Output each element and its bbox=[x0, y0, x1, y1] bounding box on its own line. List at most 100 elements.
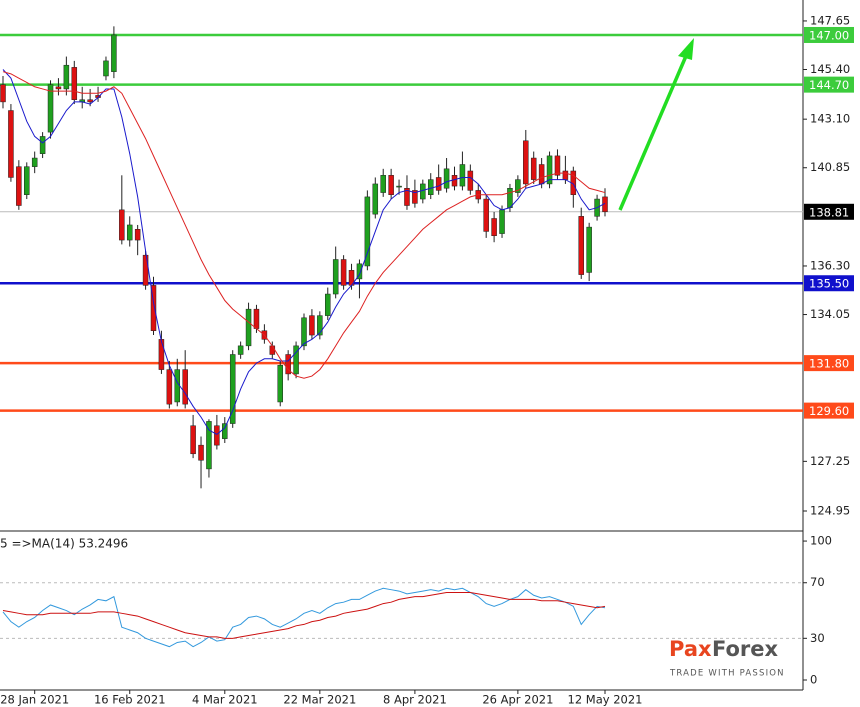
logo-brand: Forex bbox=[712, 637, 779, 661]
moving-average bbox=[2, 71, 606, 379]
candle-body bbox=[16, 166, 22, 206]
y-tick-label: 136.30 bbox=[810, 258, 850, 272]
y-tick-label: 30 bbox=[810, 631, 825, 645]
y-tick-label: 127.25 bbox=[810, 454, 850, 468]
x-tick-label: 12 May 2021 bbox=[568, 693, 643, 707]
candle-body bbox=[39, 136, 46, 154]
candle-body bbox=[451, 175, 458, 187]
candle-body bbox=[546, 155, 553, 185]
candle-body bbox=[214, 425, 220, 446]
candle-body bbox=[111, 34, 117, 72]
price-tag bbox=[804, 203, 854, 220]
candle-body bbox=[198, 444, 204, 461]
candle-body bbox=[396, 185, 402, 188]
candle-body bbox=[459, 164, 466, 187]
candle-body bbox=[71, 67, 78, 100]
candle-body bbox=[507, 188, 513, 208]
level-label: 144.70 bbox=[809, 78, 849, 92]
candle-body bbox=[134, 229, 141, 241]
x-tick-label: 8 Apr 2021 bbox=[383, 693, 447, 707]
candle-body bbox=[499, 209, 505, 234]
candle-body bbox=[229, 354, 236, 424]
level-tag bbox=[804, 402, 854, 419]
candle-body bbox=[404, 188, 410, 206]
candle-body bbox=[356, 263, 363, 280]
candle-body bbox=[158, 339, 165, 370]
candle-body bbox=[523, 140, 529, 185]
y-tick-label: 140.85 bbox=[810, 160, 850, 174]
candle-body bbox=[586, 226, 592, 273]
candle-body bbox=[554, 155, 561, 176]
candle-body bbox=[63, 64, 70, 90]
level-tag bbox=[804, 76, 854, 93]
candle-body bbox=[420, 183, 426, 200]
candle-body bbox=[245, 308, 252, 347]
candle-body bbox=[126, 224, 133, 241]
candle-body bbox=[119, 209, 125, 241]
logo-brand: Pax bbox=[669, 637, 712, 661]
arrow-head bbox=[678, 38, 694, 60]
candle-body bbox=[340, 259, 347, 286]
indicator-line bbox=[2, 587, 606, 648]
candle-body bbox=[443, 168, 450, 189]
level-label: 147.00 bbox=[809, 28, 849, 42]
candle-body bbox=[253, 308, 260, 329]
level-tag bbox=[804, 26, 854, 43]
candle-body bbox=[166, 369, 173, 405]
logo-tagline: TRADE WITH PASSION bbox=[669, 669, 785, 679]
candle-body bbox=[0, 84, 6, 103]
candle-body bbox=[301, 317, 307, 347]
candle-body bbox=[277, 365, 283, 403]
x-tick-label: 22 Mar 2021 bbox=[283, 693, 356, 707]
candle-body bbox=[388, 175, 394, 195]
candle-body bbox=[412, 190, 418, 204]
candle-body bbox=[483, 198, 489, 232]
level-label: 129.60 bbox=[809, 404, 849, 418]
y-tick-label: 134.05 bbox=[810, 307, 850, 321]
candle-body bbox=[8, 110, 14, 178]
candle-body bbox=[285, 354, 291, 375]
level-label: 131.80 bbox=[809, 357, 849, 371]
candle-body bbox=[87, 99, 93, 103]
candle-body bbox=[24, 166, 30, 195]
y-tick-label: 0 bbox=[810, 672, 817, 686]
candle-body bbox=[206, 421, 212, 470]
candle-body bbox=[380, 175, 386, 193]
y-tick-label: 100 bbox=[810, 534, 832, 548]
y-tick-label: 70 bbox=[810, 575, 825, 589]
candle-body bbox=[309, 315, 315, 336]
axes: 147.00 144.70 135.50 131.80 129.60 138.81 147.… bbox=[0, 13, 854, 707]
candle-body bbox=[332, 259, 339, 295]
logo: Pax Forex TRADE WITH PASSION bbox=[669, 637, 785, 679]
x-tick-label: 28 Jan 2021 bbox=[0, 693, 69, 707]
candle-body bbox=[317, 315, 323, 336]
oscillator-panel bbox=[0, 582, 803, 648]
candle-body bbox=[182, 369, 188, 405]
price-tag-label: 138.81 bbox=[809, 205, 849, 219]
candle-body bbox=[538, 164, 545, 185]
candle-body bbox=[31, 157, 38, 167]
candle-body bbox=[222, 423, 228, 439]
level-tag bbox=[804, 355, 854, 372]
candle-body bbox=[237, 345, 244, 355]
indicator-label: 5 =>MA(14) 53.2496 bbox=[0, 537, 128, 551]
trend-arrow bbox=[618, 55, 688, 211]
candle-body bbox=[47, 84, 54, 133]
candle-body bbox=[562, 170, 569, 180]
candle-body bbox=[435, 177, 442, 191]
candle-body bbox=[190, 425, 196, 455]
candle-body bbox=[372, 183, 379, 215]
indicator-line bbox=[2, 591, 606, 639]
candle-body bbox=[325, 293, 331, 316]
y-tick-label: 147.65 bbox=[810, 13, 850, 27]
candle-body bbox=[55, 86, 62, 90]
candle-body bbox=[515, 179, 521, 193]
y-tick-label: 124.95 bbox=[810, 504, 850, 518]
candle-body bbox=[269, 345, 276, 355]
level-label: 135.50 bbox=[809, 277, 849, 291]
candle-body bbox=[150, 285, 157, 331]
candle-body bbox=[293, 345, 299, 375]
y-tick-label: 145.40 bbox=[810, 62, 850, 76]
x-tick-label: 4 Mar 2021 bbox=[192, 693, 258, 707]
